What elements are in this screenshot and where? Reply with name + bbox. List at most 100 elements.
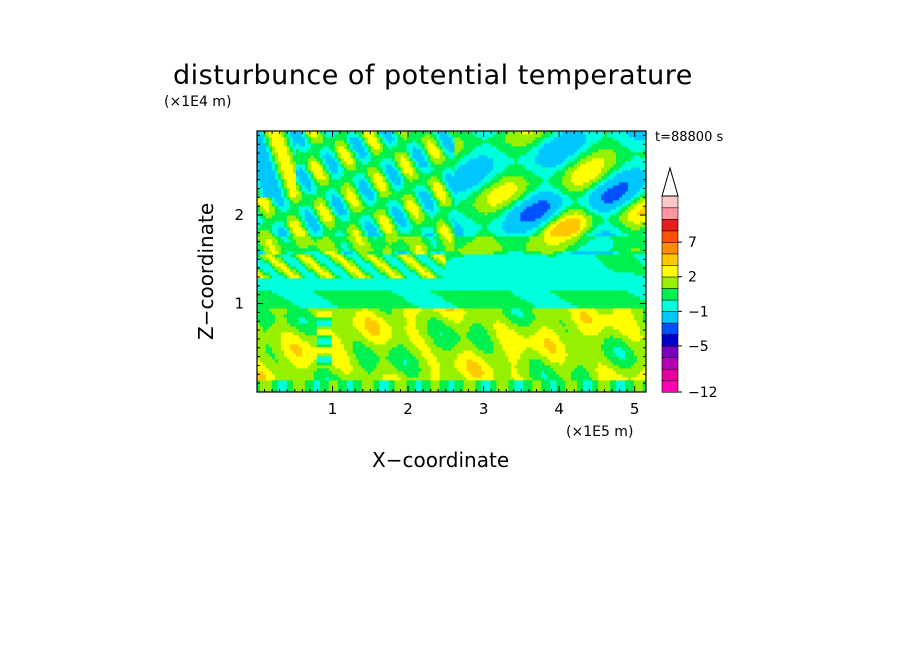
field-cell — [352, 329, 357, 333]
field-cell — [379, 374, 384, 378]
field-cell — [283, 305, 288, 309]
field-cell — [400, 287, 405, 291]
field-cell — [292, 299, 297, 303]
field-cell — [289, 224, 294, 228]
field-cell — [265, 206, 270, 210]
field-cell — [346, 305, 351, 309]
field-cell — [307, 320, 312, 324]
field-cell — [340, 275, 345, 279]
field-cell — [403, 131, 408, 135]
field-cell — [304, 308, 309, 312]
field-cell — [319, 332, 324, 336]
field-cell — [400, 170, 405, 174]
field-cell — [358, 287, 363, 291]
field-cell — [301, 257, 306, 261]
field-cell — [415, 275, 419, 279]
field-cell — [277, 260, 282, 264]
field-cell — [295, 320, 300, 324]
field-cell — [319, 176, 324, 180]
field-cell — [322, 227, 327, 231]
field-cell — [388, 320, 393, 324]
field-cell — [307, 212, 312, 216]
field-cell — [367, 185, 372, 189]
field-cell — [400, 146, 405, 150]
field-cell — [349, 380, 354, 384]
field-cell — [304, 326, 309, 330]
field-cell — [310, 161, 315, 165]
field-cell — [295, 350, 300, 354]
field-cell — [319, 188, 324, 192]
field-cell — [409, 230, 413, 234]
field-cell — [373, 350, 378, 354]
field-cell — [286, 254, 291, 258]
field-cell — [322, 251, 327, 255]
field-cell — [331, 320, 336, 324]
field-cell — [271, 320, 276, 324]
field-cell — [349, 185, 354, 189]
field-cell — [421, 278, 425, 282]
field-cell — [358, 161, 363, 165]
field-cell — [262, 176, 267, 180]
field-cell — [385, 242, 390, 246]
field-cell — [373, 131, 378, 135]
field-cell — [265, 137, 270, 141]
field-cell — [289, 272, 294, 276]
field-cell — [361, 320, 366, 324]
field-cell — [397, 305, 402, 309]
field-cell — [307, 338, 312, 342]
field-cell — [289, 341, 294, 345]
field-cell — [334, 335, 339, 339]
field-cell — [268, 311, 273, 315]
field-cell — [325, 302, 330, 306]
field-cell — [349, 299, 354, 303]
field-cell — [373, 206, 378, 210]
field-cell — [259, 245, 264, 249]
field-cell — [424, 278, 428, 282]
field-cell — [373, 230, 378, 234]
field-cell — [394, 164, 399, 168]
field-cell — [292, 380, 297, 384]
field-cell — [337, 188, 342, 192]
field-cell — [328, 302, 333, 306]
field-cell — [385, 290, 390, 294]
field-cell — [337, 173, 342, 177]
field-cell — [298, 380, 303, 384]
field-cell — [355, 185, 360, 189]
field-cell — [418, 248, 422, 252]
field-cell — [349, 353, 354, 357]
field-cell — [358, 338, 363, 342]
field-cell — [307, 353, 312, 357]
field-cell — [352, 239, 357, 243]
field-cell — [262, 317, 267, 321]
field-cell — [316, 341, 321, 345]
field-cell — [304, 356, 309, 360]
field-cell — [307, 326, 312, 330]
field-cell — [310, 353, 315, 357]
field-cell — [271, 344, 276, 348]
field-cell — [340, 227, 345, 231]
field-cell — [349, 200, 354, 204]
field-cell — [361, 155, 366, 159]
field-cell — [385, 326, 390, 330]
field-cell — [358, 386, 363, 390]
field-cell — [358, 278, 363, 282]
field-cell — [370, 164, 375, 168]
field-cell — [316, 350, 321, 354]
field-cell — [349, 239, 354, 243]
field-cell — [427, 341, 431, 345]
field-cell — [334, 299, 339, 303]
field-cell — [343, 338, 348, 342]
field-cell — [331, 365, 336, 369]
field-cell — [364, 308, 369, 312]
field-cell — [286, 368, 291, 372]
field-cell — [328, 353, 333, 357]
field-cell — [397, 161, 402, 165]
field-cell — [415, 272, 419, 276]
field-cell — [313, 362, 318, 366]
field-cell — [373, 143, 378, 147]
field-cell — [274, 311, 279, 315]
field-cell — [262, 311, 267, 315]
field-cell — [331, 380, 336, 384]
field-cell — [283, 344, 288, 348]
field-cell — [283, 386, 288, 390]
